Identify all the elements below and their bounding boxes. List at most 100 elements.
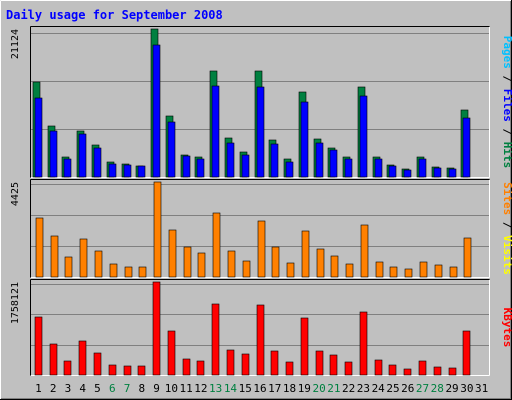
legend-entry: Files [501, 89, 512, 122]
day-label: 24 [372, 382, 386, 395]
day-label: 3 [65, 382, 72, 395]
bar-sites-day-16 [257, 220, 266, 278]
bar-files-day-19 [300, 101, 309, 178]
day-label: 2 [50, 382, 57, 395]
panel-legend: Pages / Files / Hits [501, 36, 512, 169]
bar-files-day-11 [182, 155, 191, 178]
bar-sites-day-29 [449, 266, 458, 278]
legend-entry: Pages [501, 36, 512, 69]
day-label: 8 [138, 382, 145, 395]
day-label: 21 [327, 382, 340, 395]
day-label: 18 [283, 382, 296, 395]
panel-2: 4425 Sites / Visits [10, 179, 512, 278]
day-label: 14 [224, 382, 238, 395]
bar-kbytes-day-12 [196, 360, 205, 376]
day-label: 7 [124, 382, 131, 395]
bar-files-day-22 [344, 158, 353, 178]
day-label: 6 [109, 382, 116, 395]
bar-kbytes-day-7 [123, 365, 132, 376]
bar-files-day-24 [374, 158, 383, 178]
bar-sites-day-24 [375, 261, 384, 278]
bar-kbytes-day-9 [152, 281, 161, 376]
bar-sites-day-26 [404, 268, 413, 278]
bar-kbytes-day-2 [49, 343, 58, 376]
bar-files-day-1 [34, 97, 43, 178]
x-axis-day-labels: 1 2 3 4 5 6 7 8 9 10 11 12 13 14 15 16 17 18 19 20 21 22 23 24 2… [35, 382, 488, 395]
bar-sites-day-15 [242, 260, 251, 278]
legend-entry: Hits [501, 142, 512, 169]
legend-entry: Visits [501, 235, 512, 275]
bar-sites-day-27 [419, 261, 428, 278]
panel-legend: KBytes [501, 308, 512, 348]
bar-kbytes-day-24 [374, 359, 383, 376]
bar-kbytes-day-10 [167, 330, 176, 376]
bar-kbytes-day-30 [462, 330, 471, 376]
legend-entry: Sites [501, 182, 512, 215]
day-label: 25 [386, 382, 399, 395]
day-label: 11 [180, 382, 193, 395]
bar-sites-day-11 [183, 246, 192, 278]
bar-files-day-29 [448, 168, 457, 178]
y-max-label: 21124 [10, 29, 21, 59]
bar-sites-day-19 [301, 230, 310, 278]
day-label: 23 [357, 382, 370, 395]
bar-files-day-3 [63, 158, 72, 178]
bar-files-day-23 [359, 95, 368, 178]
bar-sites-day-20 [316, 248, 325, 278]
bar-kbytes-day-14 [226, 349, 235, 376]
bar-kbytes-day-17 [270, 350, 279, 376]
day-label: 19 [298, 382, 311, 395]
bar-sites-day-14 [227, 250, 236, 278]
bar-sites-day-9 [153, 181, 162, 278]
bar-files-day-16 [256, 86, 265, 178]
bar-kbytes-day-3 [63, 360, 72, 376]
bar-sites-day-30 [463, 237, 472, 278]
bar-sites-day-1 [35, 217, 44, 278]
bar-files-day-13 [211, 85, 220, 178]
bar-kbytes-day-23 [359, 311, 368, 376]
bar-sites-day-21 [330, 255, 339, 278]
bar-kbytes-day-19 [300, 317, 309, 376]
bar-sites-day-10 [168, 229, 177, 278]
bar-kbytes-day-27 [418, 360, 427, 376]
bar-files-day-27 [418, 158, 427, 178]
bar-files-day-15 [241, 154, 250, 178]
bar-sites-day-6 [109, 263, 118, 278]
day-label: 26 [401, 382, 414, 395]
bar-files-day-20 [315, 142, 324, 178]
bar-kbytes-day-1 [34, 316, 43, 376]
day-label: 5 [94, 382, 101, 395]
bar-files-day-21 [329, 149, 338, 178]
bar-files-day-17 [270, 143, 279, 178]
bar-files-day-6 [108, 163, 117, 178]
bar-files-day-18 [285, 161, 294, 178]
bar-kbytes-day-8 [137, 365, 146, 376]
day-label: 13 [209, 382, 222, 395]
bar-sites-day-7 [124, 266, 133, 278]
legend-entry: / [501, 215, 512, 235]
bar-sites-day-23 [360, 224, 369, 278]
bar-sites-day-4 [79, 238, 88, 278]
bar-files-day-5 [93, 147, 102, 178]
bar-files-day-26 [403, 169, 412, 178]
day-label: 22 [342, 382, 355, 395]
bar-files-day-28 [433, 167, 442, 178]
bar-sites-day-13 [212, 212, 221, 278]
bar-files-day-12 [196, 158, 205, 178]
day-label: 10 [165, 382, 178, 395]
bar-sites-day-8 [138, 266, 147, 278]
bar-kbytes-day-22 [344, 361, 353, 376]
panel-3: 1758121 KBytes [10, 279, 512, 376]
bar-kbytes-day-4 [78, 340, 87, 376]
day-label: 20 [312, 382, 325, 395]
chart-panels: 21124 Pages / Files / Hits 4425 Sites / Vis… [10, 26, 512, 376]
day-label: 31 [475, 382, 488, 395]
legend-entry: / [501, 122, 512, 142]
day-label: 16 [253, 382, 266, 395]
panel-1: 21124 Pages / Files / Hits [10, 26, 512, 178]
bar-sites-day-18 [286, 262, 295, 278]
bar-kbytes-day-18 [285, 361, 294, 376]
bar-files-day-7 [123, 164, 132, 178]
day-label: 17 [268, 382, 281, 395]
